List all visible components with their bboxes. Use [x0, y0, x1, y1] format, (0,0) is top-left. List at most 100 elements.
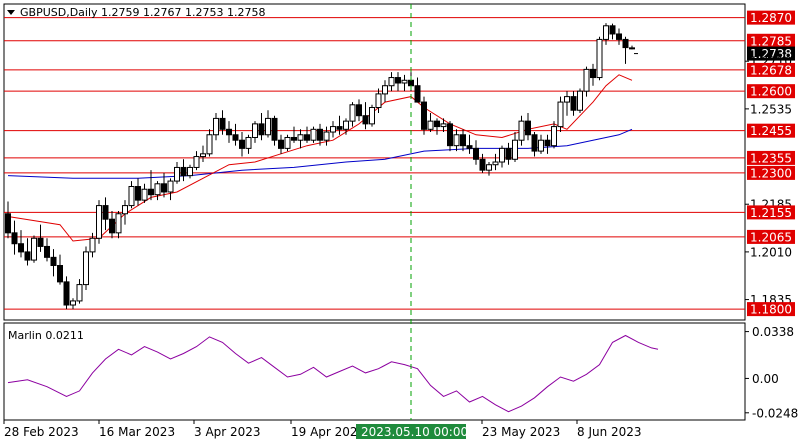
candle[interactable]	[5, 213, 11, 234]
candle[interactable]	[609, 25, 616, 35]
candle[interactable]	[343, 120, 349, 130]
candle[interactable]	[551, 126, 557, 147]
candle[interactable]	[245, 136, 252, 149]
candle[interactable]	[310, 128, 317, 141]
candle[interactable]	[128, 186, 135, 207]
candle[interactable]	[304, 134, 310, 141]
candle[interactable]	[544, 139, 551, 147]
candle[interactable]	[622, 38, 629, 49]
candle[interactable]	[258, 123, 265, 136]
candle[interactable]	[395, 77, 401, 84]
candle[interactable]	[148, 188, 154, 196]
candle[interactable]	[518, 120, 525, 141]
candle[interactable]	[583, 68, 590, 92]
candle[interactable]	[492, 161, 499, 166]
candle[interactable]	[512, 139, 518, 160]
candle[interactable]	[369, 107, 375, 125]
candle[interactable]	[109, 218, 115, 234]
candle[interactable]	[466, 145, 473, 149]
candle[interactable]	[408, 79, 414, 87]
candle[interactable]	[57, 265, 63, 283]
candle[interactable]	[70, 300, 76, 306]
candle[interactable]	[421, 101, 427, 130]
candle[interactable]	[252, 123, 258, 138]
candle[interactable]	[284, 136, 291, 149]
candle[interactable]	[278, 139, 284, 149]
candle[interactable]	[193, 156, 200, 168]
candle[interactable]	[577, 90, 583, 111]
candle[interactable]	[323, 131, 330, 141]
candle[interactable]	[375, 93, 382, 109]
marlin-panel[interactable]	[3, 322, 746, 421]
candle[interactable]	[362, 115, 369, 125]
candle[interactable]	[356, 104, 362, 117]
candle[interactable]	[297, 134, 304, 141]
candle[interactable]	[24, 251, 31, 261]
candle[interactable]	[115, 213, 122, 234]
candle[interactable]	[564, 96, 570, 103]
candle[interactable]	[11, 232, 18, 245]
candle[interactable]	[31, 237, 37, 261]
candle[interactable]	[232, 134, 239, 141]
candle[interactable]	[525, 120, 531, 136]
candle[interactable]	[447, 123, 453, 147]
candle[interactable]	[76, 284, 83, 302]
candle[interactable]	[596, 38, 603, 79]
candle[interactable]	[44, 245, 50, 258]
candle[interactable]	[479, 158, 486, 171]
candle[interactable]	[135, 186, 141, 201]
candle[interactable]	[427, 120, 434, 130]
candle[interactable]	[330, 126, 336, 133]
candle[interactable]	[570, 96, 577, 111]
candle[interactable]	[187, 166, 193, 177]
candle[interactable]	[200, 153, 206, 158]
candle[interactable]	[226, 128, 232, 136]
candle[interactable]	[349, 104, 356, 122]
candle[interactable]	[239, 139, 245, 149]
candle[interactable]	[401, 79, 408, 84]
candle[interactable]	[122, 205, 128, 215]
main-panel[interactable]	[3, 3, 746, 321]
candle[interactable]	[18, 243, 24, 253]
candle[interactable]	[603, 25, 609, 40]
candle[interactable]	[161, 183, 167, 193]
candle[interactable]	[557, 101, 564, 128]
candle[interactable]	[83, 251, 89, 286]
candle[interactable]	[414, 85, 421, 103]
candle[interactable]	[167, 180, 174, 193]
candle[interactable]	[213, 117, 219, 136]
candle[interactable]	[206, 134, 213, 155]
candle[interactable]	[291, 136, 297, 141]
candle[interactable]	[460, 134, 466, 147]
candle[interactable]	[37, 237, 44, 247]
candle[interactable]	[89, 237, 96, 253]
candle[interactable]	[265, 117, 271, 136]
candle[interactable]	[102, 205, 109, 220]
candle[interactable]	[505, 147, 512, 160]
candle[interactable]	[473, 147, 479, 160]
candle[interactable]	[538, 139, 544, 152]
candle[interactable]	[434, 120, 440, 128]
candle[interactable]	[388, 77, 395, 87]
candle[interactable]	[180, 166, 187, 177]
candle[interactable]	[499, 147, 505, 163]
candle[interactable]	[219, 117, 226, 130]
candle[interactable]	[590, 68, 596, 79]
candle[interactable]	[440, 123, 447, 128]
candle[interactable]	[141, 188, 148, 201]
candle[interactable]	[629, 47, 635, 50]
candle[interactable]	[453, 134, 460, 147]
dropdown-triangle-icon[interactable]	[7, 10, 15, 15]
candle[interactable]	[531, 134, 538, 152]
ma-blue-line[interactable]	[7, 128, 633, 179]
candle[interactable]	[96, 205, 102, 239]
candle[interactable]	[317, 128, 323, 141]
candle[interactable]	[63, 281, 70, 306]
candle[interactable]	[616, 33, 622, 40]
candle[interactable]	[174, 166, 180, 182]
marlin-line[interactable]	[7, 334, 659, 413]
candle[interactable]	[382, 85, 388, 95]
candle[interactable]	[271, 117, 278, 141]
candle[interactable]	[50, 256, 57, 267]
candle[interactable]	[486, 164, 492, 171]
